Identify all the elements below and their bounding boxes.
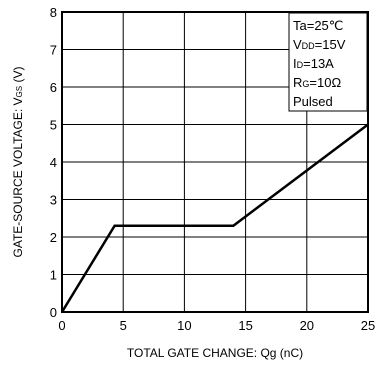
qg-vgs-curve [60,123,369,313]
y-tick-label: 8 [50,5,57,20]
condition-pulsed: Pulsed [293,94,333,109]
x-tick-label: 15 [238,318,252,333]
conditions-box: Ta=25℃ VDD=15V ID=13A RG=10Ω Pulsed [288,12,368,112]
x-tick-label: 20 [300,318,314,333]
y-tick-label: 6 [50,80,57,95]
y-tick-label: 2 [50,230,57,245]
y-tick-label: 4 [50,155,57,170]
condition-rg: RG=10Ω [293,75,341,90]
x-axis-title: TOTAL GATE CHANGE: Qg (nC) [127,346,303,360]
plot-frame [61,11,369,313]
y-tick-label: 3 [50,193,57,208]
y-tick-label: 0 [50,305,57,320]
x-tick-label: 25 [361,318,375,333]
x-tick-label: 5 [120,318,127,333]
condition-vdd: VDD=15V [293,37,346,52]
y-tick-label: 1 [50,268,57,283]
condition-id: ID=13A [293,56,334,71]
y-tick-label: 5 [50,118,57,133]
series-layer [60,123,369,313]
condition-temperature: Ta=25℃ [293,18,343,33]
tick-labels: 0 5 10 15 20 25 0 1 2 3 4 5 6 7 8 [50,5,375,333]
y-axis-title: GATE-SOURCE VOLTAGE: VGS (V) [11,67,25,258]
x-tick-label: 10 [177,318,191,333]
conditions-box-frame [288,12,368,112]
x-tick-label: 0 [58,318,65,333]
y-tick-label: 7 [50,43,57,58]
